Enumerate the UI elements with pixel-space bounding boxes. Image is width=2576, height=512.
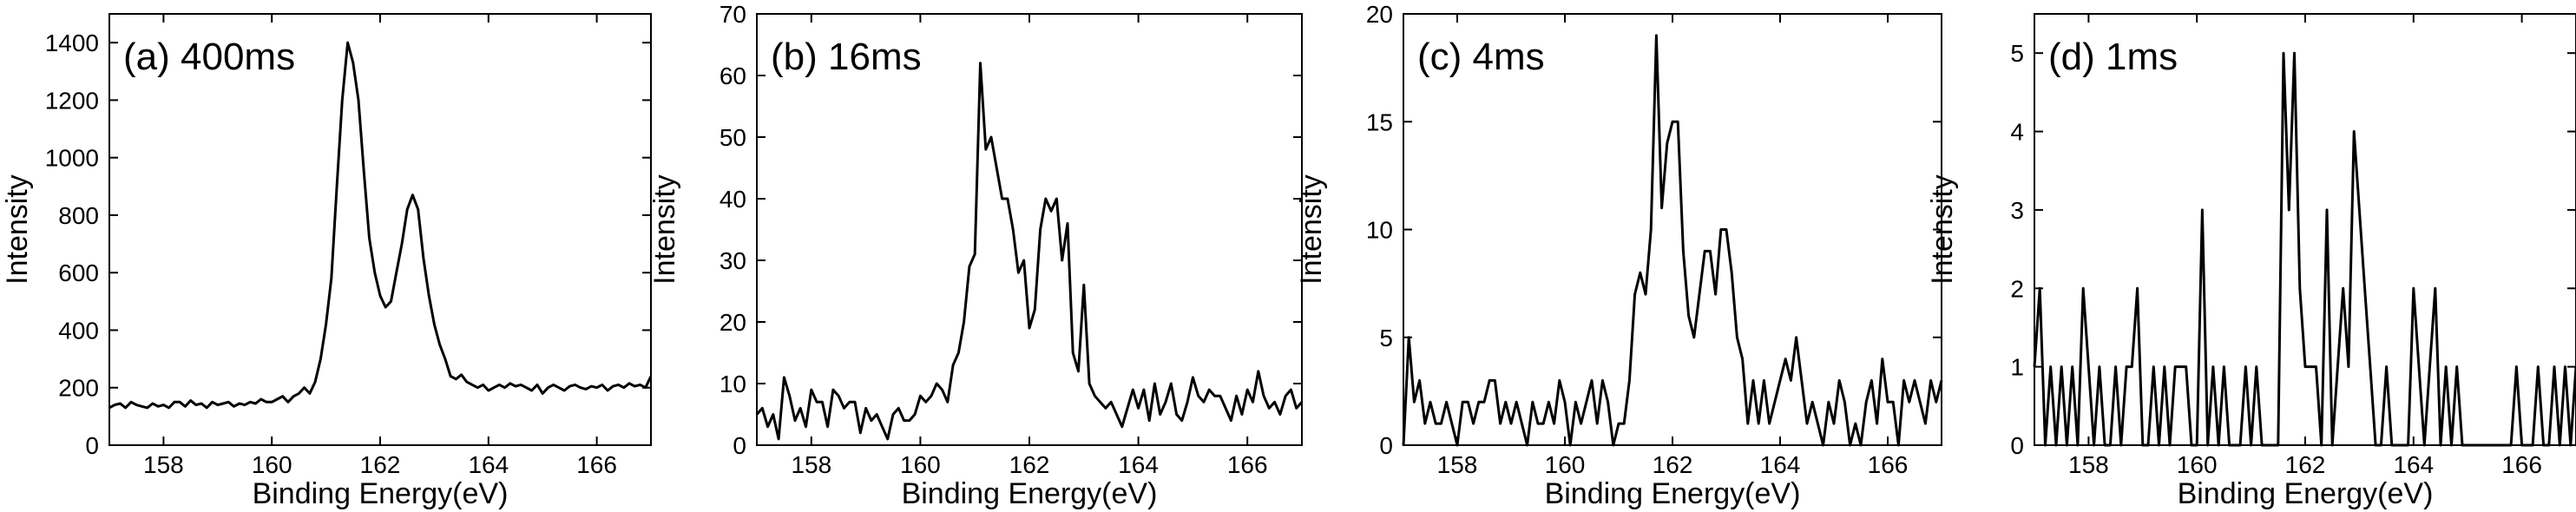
y-tick-label: 600 [58,259,99,286]
plot-frame [108,13,652,446]
y-tick-label: 800 [58,202,99,229]
spectrum-line [755,62,1304,441]
x-tick-label: 166 [1227,451,1268,478]
x-tick-label: 160 [1545,451,1586,478]
y-tick-label: 5 [2010,40,2024,67]
y-tick-label: 4 [2010,119,2024,146]
x-tick-label: 162 [2285,451,2326,478]
y-tick-label: 1 [2010,354,2024,381]
x-tick-label: 160 [2177,451,2218,478]
spectrum-line [108,41,653,410]
y-axis-label: Intensity [1295,174,1328,285]
x-tick-label: 158 [791,451,831,478]
y-axis-label: Intensity [1926,174,1959,285]
x-tick-label: 158 [143,451,184,478]
x-tick-label: 158 [2068,451,2109,478]
x-axis-label: Binding Energy(eV) [902,477,1158,510]
x-tick-label: 166 [576,451,617,478]
chart-panel-2: 158 160 162 164 166 0 10 20 30 40 50 60 70 (b) 16ms Bi… [648,1,1304,510]
y-tick-label: 400 [58,317,99,344]
plot-frame [1403,13,1942,446]
chart-panel-4: 158 160 162 164 166 0 1 2 3 4 5 (d) 1ms Binding Ener… [1926,13,2576,510]
panel-title: (b) 16ms [771,36,922,78]
x-tick-label: 162 [1653,451,1693,478]
y-tick-label: 2 [2010,275,2024,302]
y-tick-label: 3 [2010,197,2024,224]
x-tick-label: 162 [1009,451,1050,478]
panel-title: (a) 400ms [123,36,295,78]
x-tick-label: 164 [2393,451,2434,478]
y-tick-label: 0 [733,432,746,459]
y-tick-label: 0 [2010,432,2024,459]
x-tick-label: 160 [900,451,941,478]
x-tick-label: 164 [468,451,509,478]
y-tick-label: 20 [1366,1,1393,28]
spectrum-line [1402,34,1943,447]
y-tick-label: 10 [720,371,746,397]
y-axis-label: Intensity [1,174,34,285]
panel-title: (c) 4ms [1417,36,1545,78]
y-tick-label: 40 [720,186,746,213]
y-tick-label: 10 [1366,217,1393,244]
plot-frame [756,13,1303,446]
y-tick-label: 5 [1379,325,1393,351]
y-tick-label: 20 [720,309,746,336]
y-axis-label: Intensity [648,174,681,285]
x-axis-label: Binding Energy(eV) [253,477,509,510]
x-tick-label: 162 [360,451,401,478]
y-tick-label: 70 [720,1,746,28]
x-tick-label: 166 [2501,451,2542,478]
x-tick-label: 160 [252,451,292,478]
y-tick-label: 1200 [45,87,99,114]
y-tick-label: 1000 [45,145,99,172]
x-tick-label: 166 [1868,451,1909,478]
chart-panel-3: 158 160 162 164 166 0 5 10 15 20 (c) 4ms Binding En… [1295,1,1943,510]
y-tick-label: 50 [720,124,746,151]
y-tick-label: 15 [1366,108,1393,135]
x-axis-label: Binding Energy(eV) [2178,477,2434,510]
y-tick-label: 1400 [45,30,99,56]
x-tick-label: 158 [1437,451,1478,478]
y-tick-label: 60 [720,62,746,89]
y-tick-label: 30 [720,247,746,274]
x-axis-label: Binding Energy(eV) [1545,477,1801,510]
chart-panel-1: 158 160 162 164 166 0 200 400 600 800 1000 1200 1400… [1,13,653,510]
y-tick-label: 0 [85,432,99,459]
y-tick-label: 200 [58,375,99,402]
x-tick-label: 164 [1118,451,1159,478]
panel-title: (d) 1ms [2048,36,2178,78]
y-tick-label: 0 [1379,432,1393,459]
spectrum-line [2033,51,2576,447]
x-tick-label: 164 [1760,451,1801,478]
